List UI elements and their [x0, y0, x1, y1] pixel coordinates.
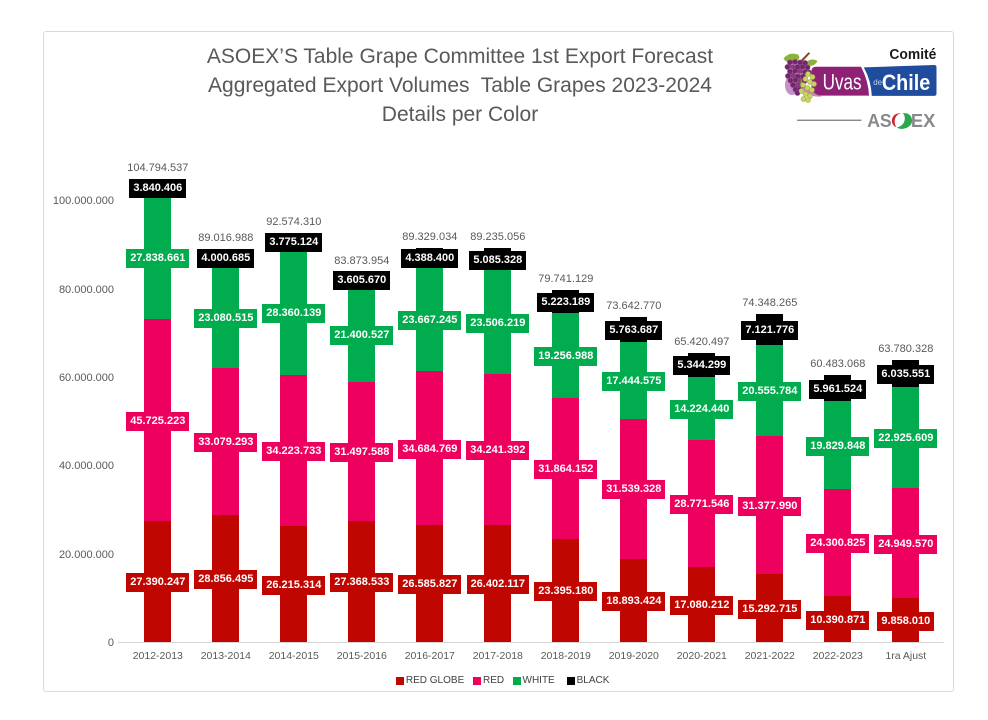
svg-text:Uvas: Uvas — [823, 70, 862, 95]
svg-text:de: de — [873, 78, 882, 87]
svg-text:EX: EX — [911, 110, 936, 131]
svg-text:AS: AS — [867, 110, 892, 131]
svg-text:Chile: Chile — [882, 70, 930, 95]
svg-text:Comité: Comité — [889, 47, 936, 63]
